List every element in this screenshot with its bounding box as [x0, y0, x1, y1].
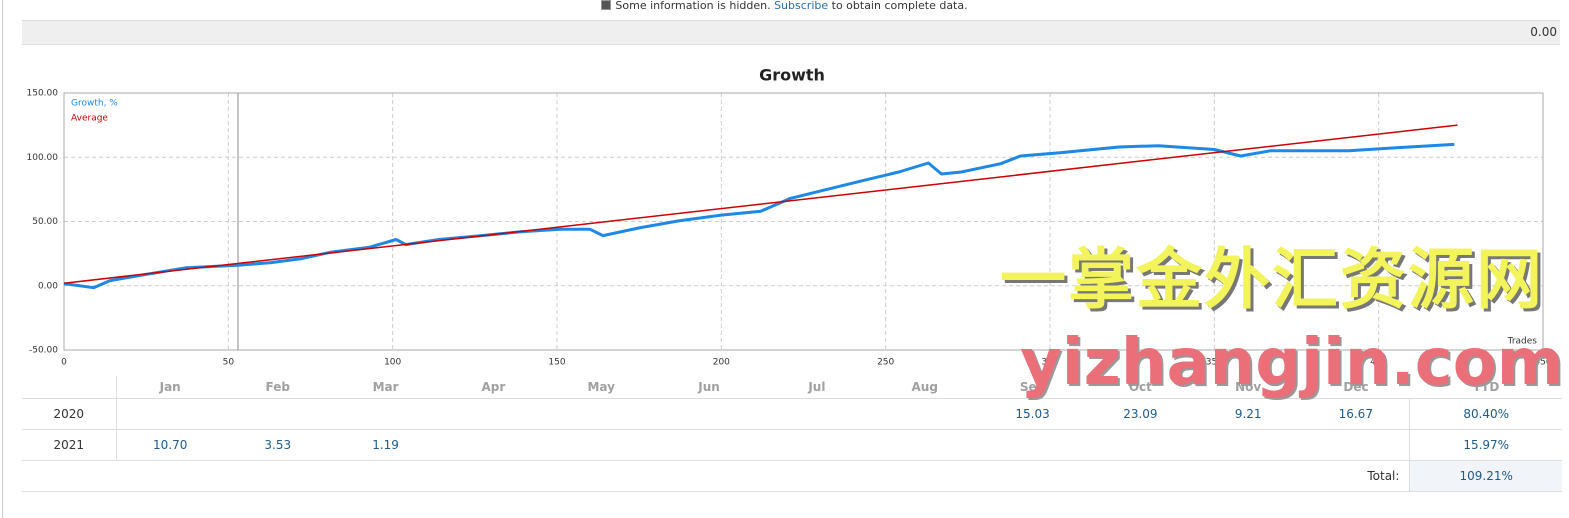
empty-cell — [870, 398, 979, 430]
notice-text: Some information is hidden. — [615, 0, 771, 12]
series-line — [63, 124, 1458, 284]
y-tick-label: 150.00 — [27, 89, 59, 99]
row-year: 2021 — [22, 429, 117, 461]
notice-text-after: to obtain complete data. — [831, 0, 968, 12]
x-tick-label: 400 — [1370, 358, 1387, 368]
ytd-return: 80.40% — [1409, 398, 1562, 430]
column-header: Mar — [372, 380, 399, 394]
row-year: 2020 — [22, 398, 117, 430]
empty-cell — [762, 398, 871, 430]
corner — [22, 376, 117, 399]
empty-cell — [870, 429, 979, 461]
empty-cell — [439, 398, 548, 430]
x-tick-label: 350 — [1206, 358, 1223, 368]
column-header: Oct — [1128, 380, 1152, 394]
x-tick-label: 200 — [713, 358, 730, 368]
month-return: 3.53 — [223, 429, 332, 461]
x-tick-label: 150 — [548, 358, 565, 368]
empty-cell — [1086, 429, 1195, 461]
column-header: Aug — [911, 380, 938, 394]
total-label: Total: — [22, 460, 1410, 492]
column-header: Sep — [1019, 380, 1046, 394]
x-tick-label: 300 — [1041, 358, 1058, 368]
page-border — [2, 0, 3, 518]
month-return: 15.03 — [978, 398, 1087, 430]
column-header: Nov — [1235, 380, 1262, 394]
y-tick-label: 0.00 — [38, 281, 58, 291]
table-row: 2021 10.70 3.53 1.19 15.97% — [22, 429, 1562, 461]
month-return: 9.21 — [1194, 398, 1303, 430]
table: Jan Feb Mar Apr May Jun Jul Aug Sep Oct Nov Dec YTD … — [22, 376, 1562, 492]
x-tick-label: 0 — [61, 358, 67, 368]
ytd-return: 15.97% — [1409, 429, 1562, 461]
empty-cell — [547, 398, 656, 430]
summary-bar: 0.00 — [22, 20, 1560, 45]
legend-entry: Average — [71, 114, 108, 124]
subscribe-link[interactable]: Subscribe — [774, 0, 829, 12]
x-tick-label: 50 — [223, 358, 235, 368]
empty-cell — [439, 429, 548, 461]
column-header: YTD — [1472, 380, 1500, 394]
summary-value: 0.00 — [1530, 25, 1557, 39]
month-return: 23.09 — [1086, 398, 1195, 430]
y-tick-label: 100.00 — [27, 153, 59, 163]
column-header: Dec — [1343, 380, 1369, 394]
empty-cell — [655, 398, 763, 430]
column-header: May — [587, 380, 615, 394]
series-line — [63, 142, 1455, 290]
plot-frame — [63, 92, 1544, 351]
x-tick-label: 450 — [1534, 358, 1551, 368]
empty-cell — [116, 398, 224, 430]
total-row: Total: 109.21% — [22, 460, 1562, 492]
x-tick-label: 100 — [384, 358, 401, 368]
empty-cell — [655, 429, 763, 461]
month-return: 10.70 — [116, 429, 224, 461]
empty-cell — [1194, 429, 1303, 461]
column-header: Jan — [159, 380, 181, 394]
column-header: Jul — [808, 380, 826, 394]
notice: Some information is hidden. Subscribe to… — [0, 0, 1569, 12]
y-tick-label: 50.00 — [32, 217, 58, 227]
table-row: 2020 15.03 23.09 9.21 16.67 80.40% — [22, 398, 1562, 430]
returns-table: Jan Feb Mar Apr May Jun Jul Aug Sep Oct Nov Dec YTD … — [22, 376, 1562, 492]
x-tick-label: 250 — [877, 358, 894, 368]
x-axis-label: Trades — [1507, 337, 1538, 347]
column-header: Feb — [265, 380, 290, 394]
legend-entry: Growth, % — [71, 99, 118, 109]
month-return: 1.19 — [331, 429, 440, 461]
chart-title: Growth — [759, 66, 825, 85]
empty-cell — [331, 398, 440, 430]
y-tick-label: -50.00 — [29, 346, 58, 356]
empty-cell — [223, 398, 332, 430]
empty-cell — [762, 429, 871, 461]
empty-cell — [978, 429, 1087, 461]
growth-chart: Growth Trades -50.00 0.00 50.00 100.00 150.0… — [27, 66, 1552, 368]
month-return: 16.67 — [1302, 398, 1410, 430]
total-value: 109.21% — [1409, 460, 1562, 492]
info-icon — [601, 0, 612, 10]
column-header: Jun — [698, 380, 720, 394]
empty-cell — [1302, 429, 1410, 461]
column-header: Apr — [481, 380, 506, 394]
empty-cell — [547, 429, 656, 461]
